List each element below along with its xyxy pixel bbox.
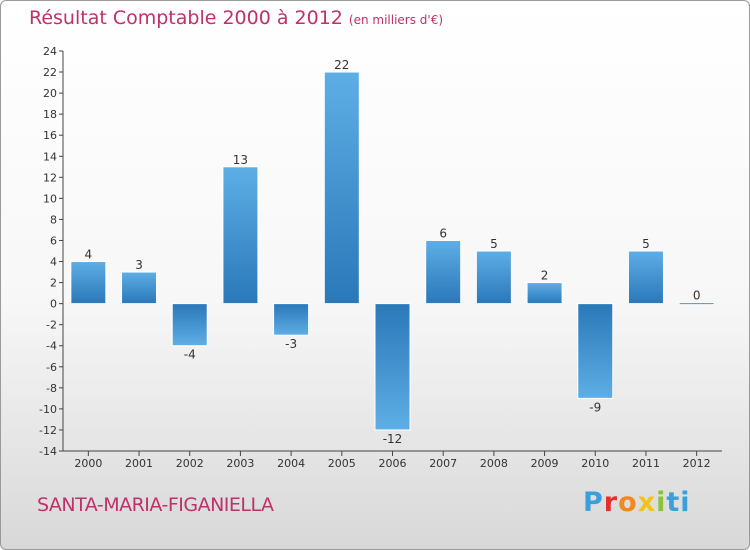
y-tick-label: 16: [43, 129, 57, 142]
bars: [71, 72, 714, 430]
bar: [578, 304, 613, 399]
x-tick-label: 2007: [429, 457, 457, 470]
bar-value-label: 13: [233, 153, 248, 167]
y-tick-label: 12: [43, 171, 57, 184]
y-tick-label: -14: [39, 445, 57, 458]
bar: [172, 304, 207, 346]
y-tick-label: -2: [46, 319, 57, 332]
bar-value-label: 5: [490, 237, 498, 251]
bar-value-label: 6: [439, 226, 447, 240]
y-tick-label: 8: [50, 213, 57, 226]
logo-letter: o: [618, 487, 638, 518]
y-tick-label: 18: [43, 108, 57, 121]
y-tick-label: -12: [39, 424, 57, 437]
x-tick-label: 2012: [683, 457, 711, 470]
logo-letter: x: [638, 487, 656, 518]
bar: [527, 283, 562, 304]
y-tick-label: 4: [50, 256, 57, 269]
x-tick-label: 2002: [176, 457, 204, 470]
bar-value-label: -4: [184, 348, 196, 362]
bar: [628, 251, 663, 304]
y-tick-label: 0: [50, 298, 57, 311]
y-tick-label: -6: [46, 361, 57, 374]
bar: [223, 167, 258, 304]
y-tick-label: 20: [43, 87, 57, 100]
bar-value-label: 3: [135, 258, 143, 272]
logo-letter: P: [583, 487, 604, 518]
bar: [476, 251, 511, 304]
x-tick-label: 2001: [125, 457, 153, 470]
bar: [679, 303, 714, 305]
chart-frame: Résultat Comptable 2000 à 2012 (en millie…: [0, 0, 750, 550]
bar-value-label: 5: [642, 237, 650, 251]
y-tick-label: 2: [50, 277, 57, 290]
x-tick-label: 2006: [379, 457, 407, 470]
x-tick-label: 2005: [328, 457, 356, 470]
x-tick-label: 2000: [74, 457, 102, 470]
town-name: SANTA-MARIA-FIGANIELLA: [37, 494, 274, 516]
x-tick-label: 2004: [277, 457, 305, 470]
bar-chart: -14-12-10-8-6-4-202468101214161820222420…: [1, 1, 750, 550]
y-tick-label: 24: [43, 45, 57, 58]
logo-letter: r: [604, 487, 618, 518]
y-tick-label: -10: [39, 403, 57, 416]
bar: [274, 304, 309, 336]
x-tick-label: 2011: [632, 457, 660, 470]
proxiti-logo: Proxiti: [583, 487, 691, 518]
bar: [324, 72, 359, 304]
bar-value-label: 22: [334, 58, 349, 72]
bar: [71, 262, 106, 304]
y-tick-label: 10: [43, 192, 57, 205]
x-tick-label: 2010: [581, 457, 609, 470]
bar-value-label: -9: [589, 400, 601, 414]
x-tick-label: 2003: [226, 457, 254, 470]
bar-value-label: -3: [285, 337, 297, 351]
x-tick-label: 2008: [480, 457, 508, 470]
x-tick-label: 2009: [531, 457, 559, 470]
bar: [426, 240, 461, 303]
bar-value-label: 0: [693, 289, 701, 303]
bar-value-label: -12: [383, 432, 403, 446]
bar-value-label: 4: [85, 248, 93, 262]
y-tick-label: -8: [46, 382, 57, 395]
logo-letter: ti: [666, 487, 690, 518]
bar-value-label: 2: [541, 269, 549, 283]
y-tick-label: 6: [50, 234, 57, 247]
y-tick-label: -4: [46, 340, 57, 353]
bar: [122, 272, 157, 304]
logo-letter: i: [656, 487, 666, 518]
y-tick-label: 22: [43, 66, 57, 79]
bar: [375, 304, 410, 430]
y-tick-label: 14: [43, 150, 57, 163]
